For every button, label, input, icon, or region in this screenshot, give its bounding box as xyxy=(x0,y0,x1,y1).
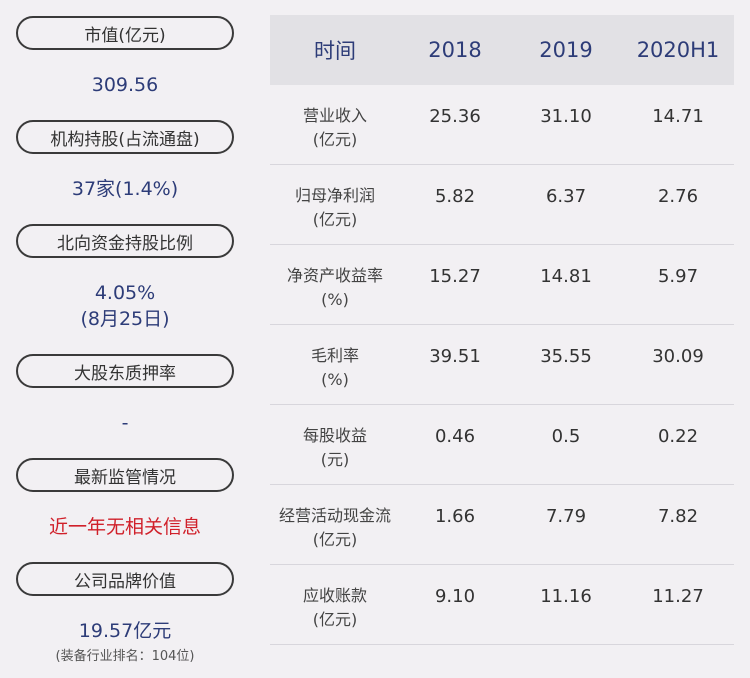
table-row: 归母净利润 (亿元) 5.82 6.37 2.76 xyxy=(270,165,734,245)
row-label-unit: (亿元) xyxy=(312,530,358,549)
row-label-name: 每股收益 xyxy=(302,426,367,445)
table-cell: 14.81 xyxy=(540,266,592,287)
header-2020h1: 2020H1 xyxy=(636,38,720,62)
table-cell: 2.76 xyxy=(657,186,699,207)
table-row: 经营活动现金流 (亿元) 1.66 7.79 7.82 xyxy=(270,485,734,565)
table-cell: 31.10 xyxy=(540,106,592,127)
table-cell: 14.71 xyxy=(652,106,704,127)
header-time: 时间 xyxy=(314,39,356,63)
institution-label: 机构持股(占流通盘) xyxy=(16,120,234,154)
northbound-date: (8月25日) xyxy=(80,308,170,330)
institution-value: 37家(1.4%) xyxy=(71,178,179,200)
row-label: 经营活动现金流 (亿元) xyxy=(270,485,400,552)
row-label-unit: (%) xyxy=(321,290,349,309)
row-label-unit: (%) xyxy=(321,370,349,389)
table-row: 净资产收益率 (%) 15.27 14.81 5.97 xyxy=(270,245,734,325)
table-cell: 0.22 xyxy=(657,426,699,447)
table-cell: 5.82 xyxy=(434,186,476,207)
row-label: 毛利率 (%) xyxy=(270,325,400,392)
row-label: 应收账款 (亿元) xyxy=(270,565,400,632)
table-cell: 11.27 xyxy=(652,586,704,607)
supervision-value: 近一年无相关信息 xyxy=(48,516,201,538)
table-cell: 11.16 xyxy=(540,586,592,607)
row-label-name: 经营活动现金流 xyxy=(278,506,391,525)
row-label-name: 应收账款 xyxy=(302,586,367,605)
row-label-name: 毛利率 xyxy=(310,346,359,365)
header-2018: 2018 xyxy=(428,38,482,62)
table-row: 毛利率 (%) 39.51 35.55 30.09 xyxy=(270,325,734,405)
table-cell: 0.5 xyxy=(551,426,581,447)
table-cell: 35.55 xyxy=(540,346,592,367)
brand-note: (装备行业排名：104位) xyxy=(55,649,195,664)
table-row: 每股收益 (元) 0.46 0.5 0.22 xyxy=(270,405,734,485)
table-cell: 7.79 xyxy=(545,506,587,527)
table-cell: 9.10 xyxy=(434,586,476,607)
market-cap-value: 309.56 xyxy=(91,74,159,96)
header-2019: 2019 xyxy=(539,38,593,62)
table-cell: 39.51 xyxy=(429,346,481,367)
row-label-name: 营业收入 xyxy=(302,106,367,125)
table-cell: 6.37 xyxy=(545,186,587,207)
brand-label: 公司品牌价值 xyxy=(16,562,234,596)
table-cell: 30.09 xyxy=(652,346,704,367)
row-label: 净资产收益率 (%) xyxy=(270,245,400,312)
table-cell: 5.97 xyxy=(657,266,699,287)
table-row: 应收账款 (亿元) 9.10 11.16 11.27 xyxy=(270,565,734,645)
northbound-label: 北向资金持股比例 xyxy=(16,224,234,258)
table-cell: 0.46 xyxy=(434,426,476,447)
brand-value: 19.57亿元 xyxy=(78,620,172,642)
pledge-label: 大股东质押率 xyxy=(16,354,234,388)
row-label-name: 归母净利润 xyxy=(294,186,375,205)
table-cell: 1.66 xyxy=(434,506,476,527)
market-cap-label: 市值(亿元) xyxy=(16,16,234,50)
row-label: 营业收入 (亿元) xyxy=(270,85,400,152)
row-label: 每股收益 (元) xyxy=(270,405,400,472)
table-cell: 25.36 xyxy=(429,106,481,127)
row-label-unit: (亿元) xyxy=(312,610,358,629)
row-label-unit: (亿元) xyxy=(312,130,358,149)
table-cell: 7.82 xyxy=(657,506,699,527)
table-row: 营业收入 (亿元) 25.36 31.10 14.71 xyxy=(270,85,734,165)
row-label-unit: (亿元) xyxy=(312,210,358,229)
row-label: 归母净利润 (亿元) xyxy=(270,165,400,232)
table-cell: 15.27 xyxy=(429,266,481,287)
table-header: 时间 2018 2019 2020H1 xyxy=(270,15,734,85)
row-label-unit: (元) xyxy=(320,450,350,469)
northbound-value: 4.05% xyxy=(94,282,156,304)
pledge-value: - xyxy=(121,412,129,434)
financial-table: 时间 2018 2019 2020H1 营业收入 (亿元) 25.36 31.10… xyxy=(270,15,734,645)
supervision-label: 最新监管情况 xyxy=(16,458,234,492)
row-label-name: 净资产收益率 xyxy=(286,266,383,285)
